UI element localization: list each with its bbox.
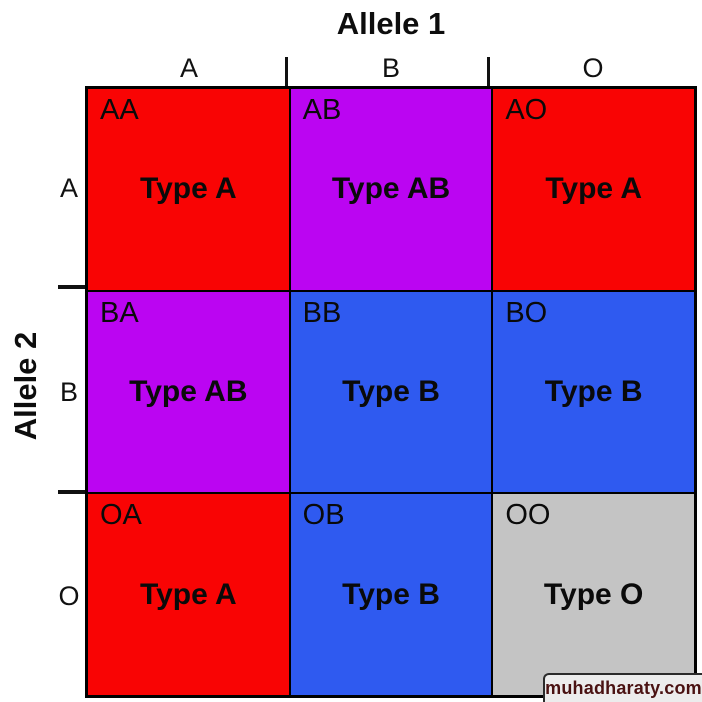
genotype-label: OA [100, 499, 142, 532]
genotype-label: AB [302, 94, 342, 126]
phenotype-label: Type AB [331, 172, 451, 206]
phenotype-label: Type A [139, 172, 237, 206]
phenotype-label: Type O [543, 577, 644, 611]
watermark: muhadharaty.com [543, 673, 702, 702]
cell-oa: OA Type A [88, 494, 289, 695]
phenotype-label: Type B [342, 577, 440, 611]
cell-bo: BO Type B [493, 291, 694, 493]
row-header-a: A [59, 172, 78, 203]
column-divider-tick [285, 57, 288, 86]
cell-ao: AO Type A [493, 89, 694, 290]
phenotype-label: Type AB [129, 374, 248, 408]
genotype-label: OB [302, 499, 345, 532]
genotype-label: BA [100, 296, 139, 329]
column-headers: A B O [88, 52, 694, 84]
cell-ab: AB Type AB [290, 89, 492, 290]
col-header-o: O [582, 53, 604, 83]
phenotype-label: Type B [544, 374, 643, 408]
phenotype-label: Type A [545, 172, 642, 206]
row-header-o: O [58, 580, 80, 611]
column-divider-tick [487, 57, 490, 86]
row-header-b: B [59, 376, 78, 407]
row-divider-tick [58, 285, 85, 289]
genotype-label: BB [302, 296, 342, 329]
row-divider-tick [58, 490, 85, 494]
genotype-label: AA [100, 94, 139, 126]
cell-bb: BB Type B [290, 291, 492, 493]
cell-ba: BA Type AB [88, 291, 289, 493]
cell-oo: OO Type O [493, 494, 694, 695]
col-header-a: A [179, 53, 198, 83]
phenotype-label: Type B [342, 374, 440, 408]
genotype-label: AO [505, 94, 548, 126]
cell-ob: OB Type B [290, 494, 492, 695]
punnett-grid: AA Type A AB Type AB AO Type A BA Type A… [85, 86, 697, 698]
phenotype-label: Type A [139, 577, 237, 611]
col-header-b: B [381, 53, 400, 83]
allele2-title: Allele 2 [8, 331, 43, 441]
row-headers: A B O [52, 86, 86, 698]
genotype-label: BO [505, 296, 548, 329]
allele1-title: Allele 1 [336, 6, 446, 41]
genotype-label: OO [505, 499, 551, 532]
cell-aa: AA Type A [88, 89, 289, 290]
